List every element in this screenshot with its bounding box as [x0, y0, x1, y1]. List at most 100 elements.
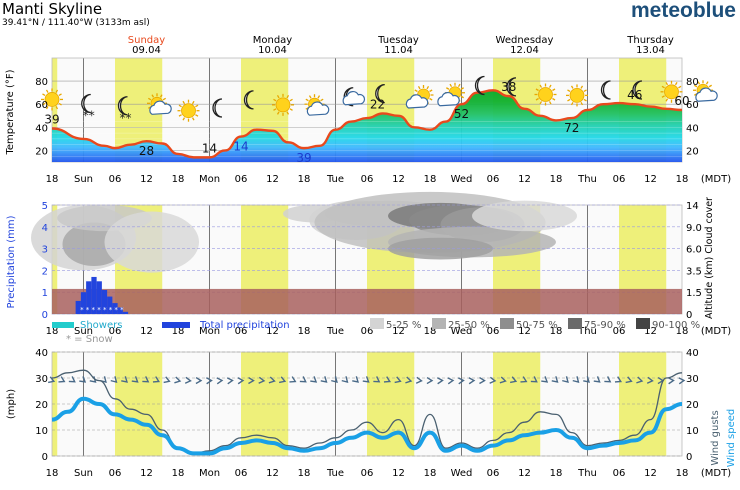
temperature-tick-left: 80	[35, 77, 48, 88]
x-tick-label: 12	[140, 174, 153, 185]
wind-tick-right: 10	[686, 426, 699, 437]
wind-gusts-axis-label: Wind gusts	[710, 410, 721, 465]
legend-swatch-showers	[52, 322, 74, 328]
wind-direction-arrow-icon	[678, 377, 686, 385]
wind-direction-arrow-icon	[206, 377, 213, 385]
wind-direction-arrow-icon	[646, 376, 654, 384]
x-tick-label: 06	[109, 468, 122, 479]
wind-direction-arrow-icon	[479, 376, 486, 385]
svg-text:**: **	[83, 109, 95, 123]
x-tick-label: 12	[266, 468, 279, 479]
day-date-3: 12.04	[510, 45, 539, 56]
cloud-legend-swatch	[500, 318, 514, 329]
temperature-label: 28	[139, 144, 154, 158]
wind-direction-arrow-icon	[583, 376, 590, 383]
timezone-label: (MDT)	[701, 174, 731, 185]
x-tick-label: Thu	[577, 326, 597, 337]
x-tick-label: 18	[46, 174, 59, 185]
timezone-label: (MDT)	[701, 468, 731, 479]
precipitation-tick: 4	[42, 223, 48, 234]
day-name-3: Wednesday	[496, 35, 554, 46]
x-tick-label: 18	[172, 468, 185, 479]
wind-direction-arrow-icon	[510, 376, 518, 384]
x-tick-label: 06	[235, 326, 248, 337]
x-tick-label: 06	[487, 326, 500, 337]
x-tick-label: 12	[266, 174, 279, 185]
day-name-2: Tuesday	[377, 35, 419, 46]
precipitation-tick: 2	[42, 266, 48, 277]
location-coordinates: 39.41°N / 111.40°W (3133m asl)	[2, 18, 150, 28]
cloud-cover-legend: 5-25 % 25-50 % 50-75 % 75-90 % 90-100 %	[370, 318, 700, 331]
sun-cloud-icon	[304, 94, 330, 116]
wind-direction-arrow-icon	[541, 376, 549, 383]
wind-direction-arrow-icon	[174, 376, 182, 384]
x-tick-label: 18	[424, 174, 437, 185]
wind-direction-arrow-icon	[268, 376, 276, 384]
x-tick-label: 12	[266, 326, 279, 337]
wind-direction-arrow-icon	[68, 376, 76, 383]
precipitation-bar	[101, 290, 108, 314]
cloud-cover-area	[388, 237, 493, 260]
temperature-panel: ** ** 39 28 14 14 39 22 52 38 72 46 60 18 Sun 06 12 18 M…	[5, 57, 731, 185]
temperature-tick-left: 20	[35, 146, 48, 157]
wind-direction-arrow-icon	[195, 376, 203, 385]
precipitation-panel: * * * * * * * * 18 Sun 06 12 18 Mon 06 12 18 Tue 0…	[6, 191, 731, 337]
precipitation-bar	[122, 311, 129, 314]
x-tick-label: 18	[46, 468, 59, 479]
x-tick-label: Sun	[74, 174, 93, 185]
wind-tick-left: 0	[42, 452, 48, 463]
x-tick-label: Wed	[451, 468, 473, 479]
cloud-legend-label: 90-100 %	[652, 320, 700, 331]
x-tick-label: 18	[550, 174, 563, 185]
wind-direction-arrow-icon	[163, 376, 171, 384]
temperature-axis-label: Temperature (°F)	[5, 69, 16, 155]
wind-direction-arrow-icon	[373, 376, 381, 383]
legend-label-showers: Showers	[80, 320, 122, 331]
wind-tick-left: 10	[35, 426, 48, 437]
cloud-altitude-tick: 0	[686, 310, 692, 321]
daylight-band	[52, 58, 58, 162]
precipitation-axis-label: Precipitation (mm)	[6, 215, 17, 308]
temperature-tick-right: 40	[686, 123, 699, 134]
x-tick-label: 06	[361, 326, 374, 337]
cloud-cover-area	[104, 211, 199, 273]
x-tick-label: Sun	[74, 326, 93, 337]
precipitation-tick: 1	[42, 288, 48, 299]
x-tick-label: Tue	[326, 174, 344, 185]
cloud-altitude-tick: 6.0	[686, 245, 702, 256]
x-tick-label: 18	[550, 468, 563, 479]
day-name-4: Thursday	[626, 35, 674, 46]
wind-direction-arrow-icon	[562, 376, 569, 383]
wind-direction-arrow-icon	[520, 376, 528, 383]
wind-direction-arrow-icon	[415, 376, 423, 384]
wind-direction-arrow-icon	[499, 376, 507, 384]
moon-icon	[506, 77, 517, 97]
temperature-label: 38	[501, 80, 516, 94]
cloud-altitude-tick: 1.5	[686, 288, 702, 299]
cloud-legend-swatch	[636, 318, 650, 329]
wind-tick-left: 20	[35, 400, 48, 411]
x-tick-label: 12	[140, 468, 153, 479]
x-tick-label: 18	[676, 468, 689, 479]
wind-direction-arrow-icon	[530, 376, 538, 383]
x-tick-label: Mon	[199, 174, 220, 185]
sun-icon	[177, 99, 200, 122]
wind-direction-arrow-icon	[48, 376, 56, 384]
cloud-cover-area	[472, 200, 577, 232]
moon-icon	[243, 90, 254, 110]
wind-direction-arrow-icon	[184, 376, 192, 384]
low-cloud-band	[52, 288, 682, 314]
moon-icon	[600, 80, 611, 100]
x-tick-label: 12	[140, 326, 153, 337]
wind-direction-arrow-icon	[352, 376, 359, 383]
wind-direction-arrow-icon	[142, 376, 150, 383]
moon-icon	[632, 80, 643, 100]
x-tick-label: 18	[298, 468, 311, 479]
x-tick-label: 06	[109, 174, 122, 185]
wind-direction-arrow-icon	[226, 377, 234, 385]
sun-cloud-icon	[693, 80, 718, 102]
x-tick-label: 18	[550, 326, 563, 337]
wind-direction-arrow-icon	[331, 376, 338, 383]
